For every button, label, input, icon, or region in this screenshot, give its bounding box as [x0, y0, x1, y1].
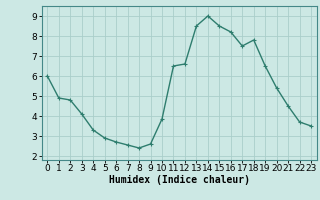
X-axis label: Humidex (Indice chaleur): Humidex (Indice chaleur): [109, 175, 250, 185]
